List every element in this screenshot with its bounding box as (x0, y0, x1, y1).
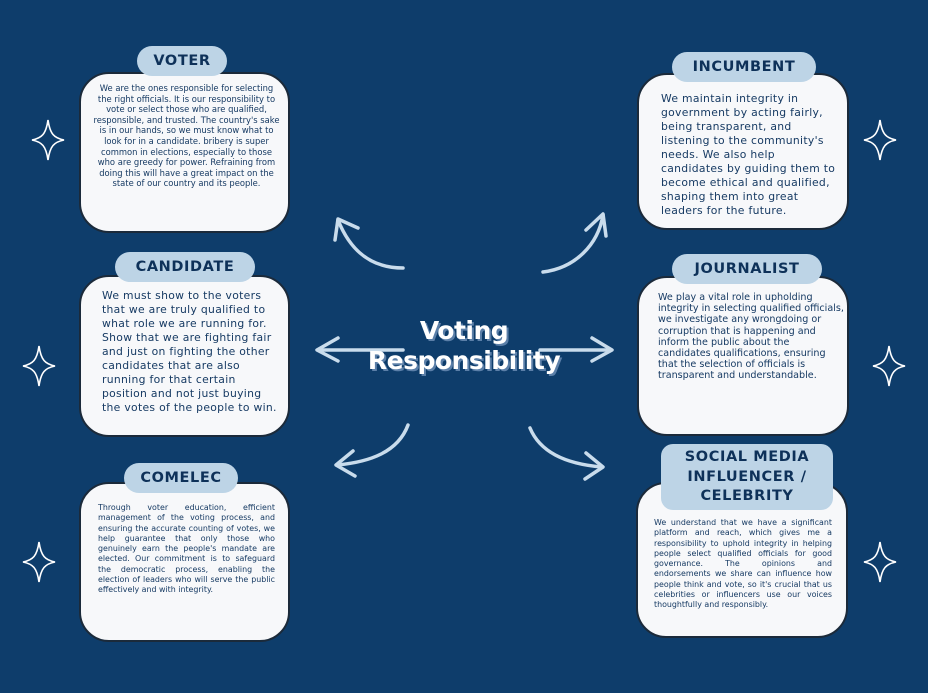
candidate-card: We must show to the voters that we are t… (79, 275, 290, 437)
influencer-title-line3: CELEBRITY (700, 488, 794, 504)
arrowhead-icon (590, 336, 614, 363)
journalist-title: JOURNALIST (672, 254, 822, 284)
voter-title: VOTER (137, 46, 227, 76)
arrowhead-icon (583, 451, 605, 481)
voter-title-text: VOTER (153, 53, 211, 69)
sparkle-icon (863, 541, 897, 583)
arrowhead-icon (584, 212, 608, 238)
sparkle-icon (22, 541, 56, 583)
arrow-to-influencer-icon (528, 426, 604, 469)
comelec-text: Through voter education, efficient manag… (98, 503, 275, 595)
center-title-line1: Voting (419, 316, 509, 345)
center-title: Voting Responsibility (338, 316, 590, 376)
incumbent-text: We maintain integrity in government by a… (661, 92, 836, 217)
arrow-to-voter-icon (336, 218, 405, 270)
candidate-text: We must show to the voters that we are t… (102, 289, 277, 414)
center-title-line2: Responsibility (367, 346, 561, 375)
comelec-title-text: COMELEC (140, 470, 222, 486)
candidate-title: CANDIDATE (115, 252, 255, 282)
arrow-to-incumbent-icon (541, 213, 605, 274)
voter-card: We are the ones responsible for selectin… (79, 72, 290, 233)
incumbent-title: INCUMBENT (672, 52, 816, 82)
influencer-text: We understand that we have a significant… (654, 518, 832, 610)
influencer-title-line1: SOCIAL MEDIA (684, 449, 810, 465)
comelec-title: COMELEC (124, 463, 238, 493)
journalist-card: We play a vital role in upholding integr… (637, 276, 849, 436)
influencer-title: SOCIAL MEDIA INFLUENCER / CELEBRITY (661, 444, 833, 510)
sparkle-icon (31, 119, 65, 161)
candidate-title-text: CANDIDATE (135, 259, 235, 275)
comelec-card: Through voter education, efficient manag… (79, 482, 290, 642)
sparkle-icon (22, 345, 56, 387)
sparkle-icon (863, 119, 897, 161)
incumbent-title-text: INCUMBENT (692, 59, 796, 75)
journalist-title-text: JOURNALIST (694, 261, 800, 277)
arrowhead-icon (315, 336, 340, 363)
arrowhead-icon (334, 449, 357, 478)
arrow-to-comelec-icon (335, 423, 410, 467)
journalist-text: We play a vital role in upholding integr… (658, 292, 844, 382)
sparkle-icon (872, 345, 906, 387)
influencer-title-line2: INFLUENCER / (687, 468, 807, 485)
arrowhead-icon (333, 217, 360, 242)
voter-text: We are the ones responsible for selectin… (93, 83, 280, 189)
incumbent-card: We maintain integrity in government by a… (637, 73, 849, 230)
